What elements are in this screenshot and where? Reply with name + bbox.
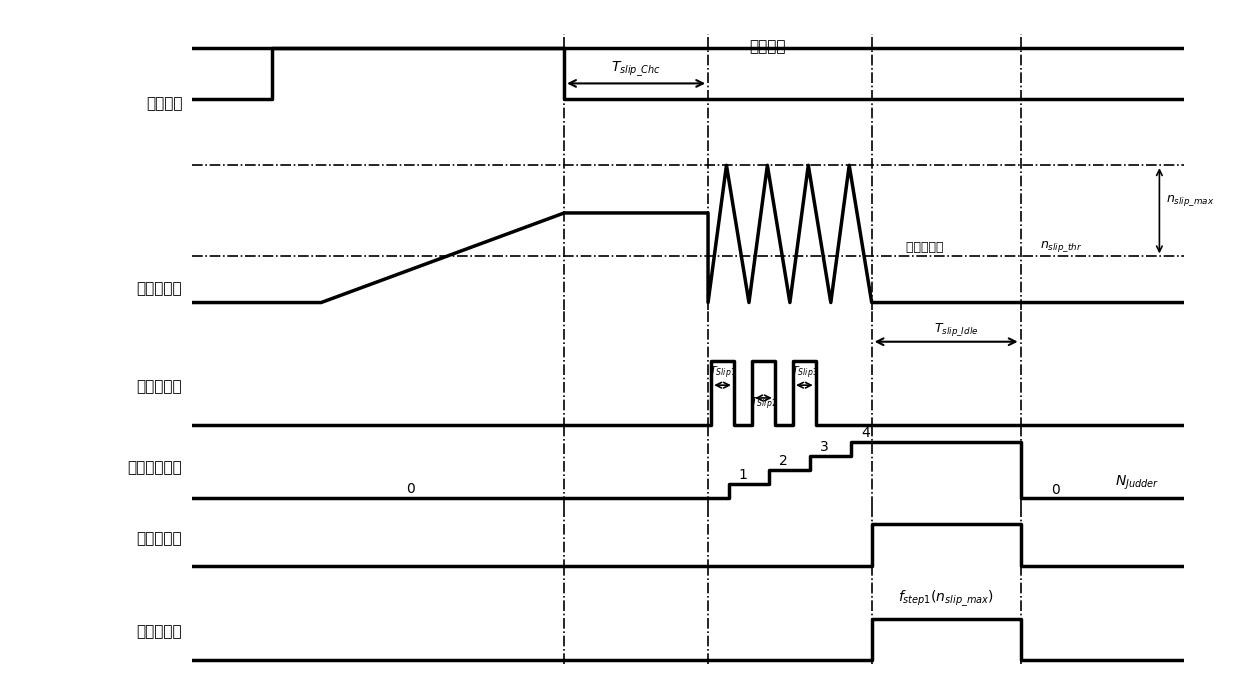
Text: $T_{Slip3}$: $T_{Slip3}$ (791, 365, 818, 381)
Text: 2: 2 (780, 454, 789, 468)
Text: 当前档位: 当前档位 (146, 96, 182, 111)
Text: 0: 0 (1050, 483, 1060, 497)
Text: $T_{slip\_Chc}$: $T_{slip\_Chc}$ (611, 60, 661, 79)
Text: $T_{Slip2}$: $T_{Slip2}$ (750, 395, 777, 412)
Text: $n_{slip\_thr}$: $n_{slip\_thr}$ (1040, 239, 1083, 254)
Text: 滑差波动次数: 滑差波动次数 (128, 460, 182, 475)
Text: 滑差门限值: 滑差门限值 (906, 241, 947, 254)
Text: 自适应步长: 自适应步长 (136, 624, 182, 639)
Text: 1: 1 (738, 468, 748, 482)
Text: 自适应激活: 自适应激活 (136, 531, 182, 546)
Text: $T_{Slip1}$: $T_{Slip1}$ (709, 365, 737, 381)
Text: $f_{step1}(n_{slip\_max})$: $f_{step1}(n_{slip\_max})$ (898, 589, 994, 609)
Text: $T_{slip\_Idle}$: $T_{slip\_Idle}$ (934, 321, 978, 338)
Text: 离合器滑差: 离合器滑差 (136, 281, 182, 296)
Text: 滑摩标志位: 滑摩标志位 (136, 379, 182, 394)
Text: 0: 0 (405, 481, 415, 496)
Text: 3: 3 (821, 440, 830, 454)
Text: $n_{slip\_max}$: $n_{slip\_max}$ (1167, 193, 1215, 208)
Text: 4: 4 (862, 426, 870, 440)
Text: $N_{Judder}$: $N_{Judder}$ (1115, 474, 1159, 492)
Text: 目标档位: 目标档位 (749, 39, 786, 54)
